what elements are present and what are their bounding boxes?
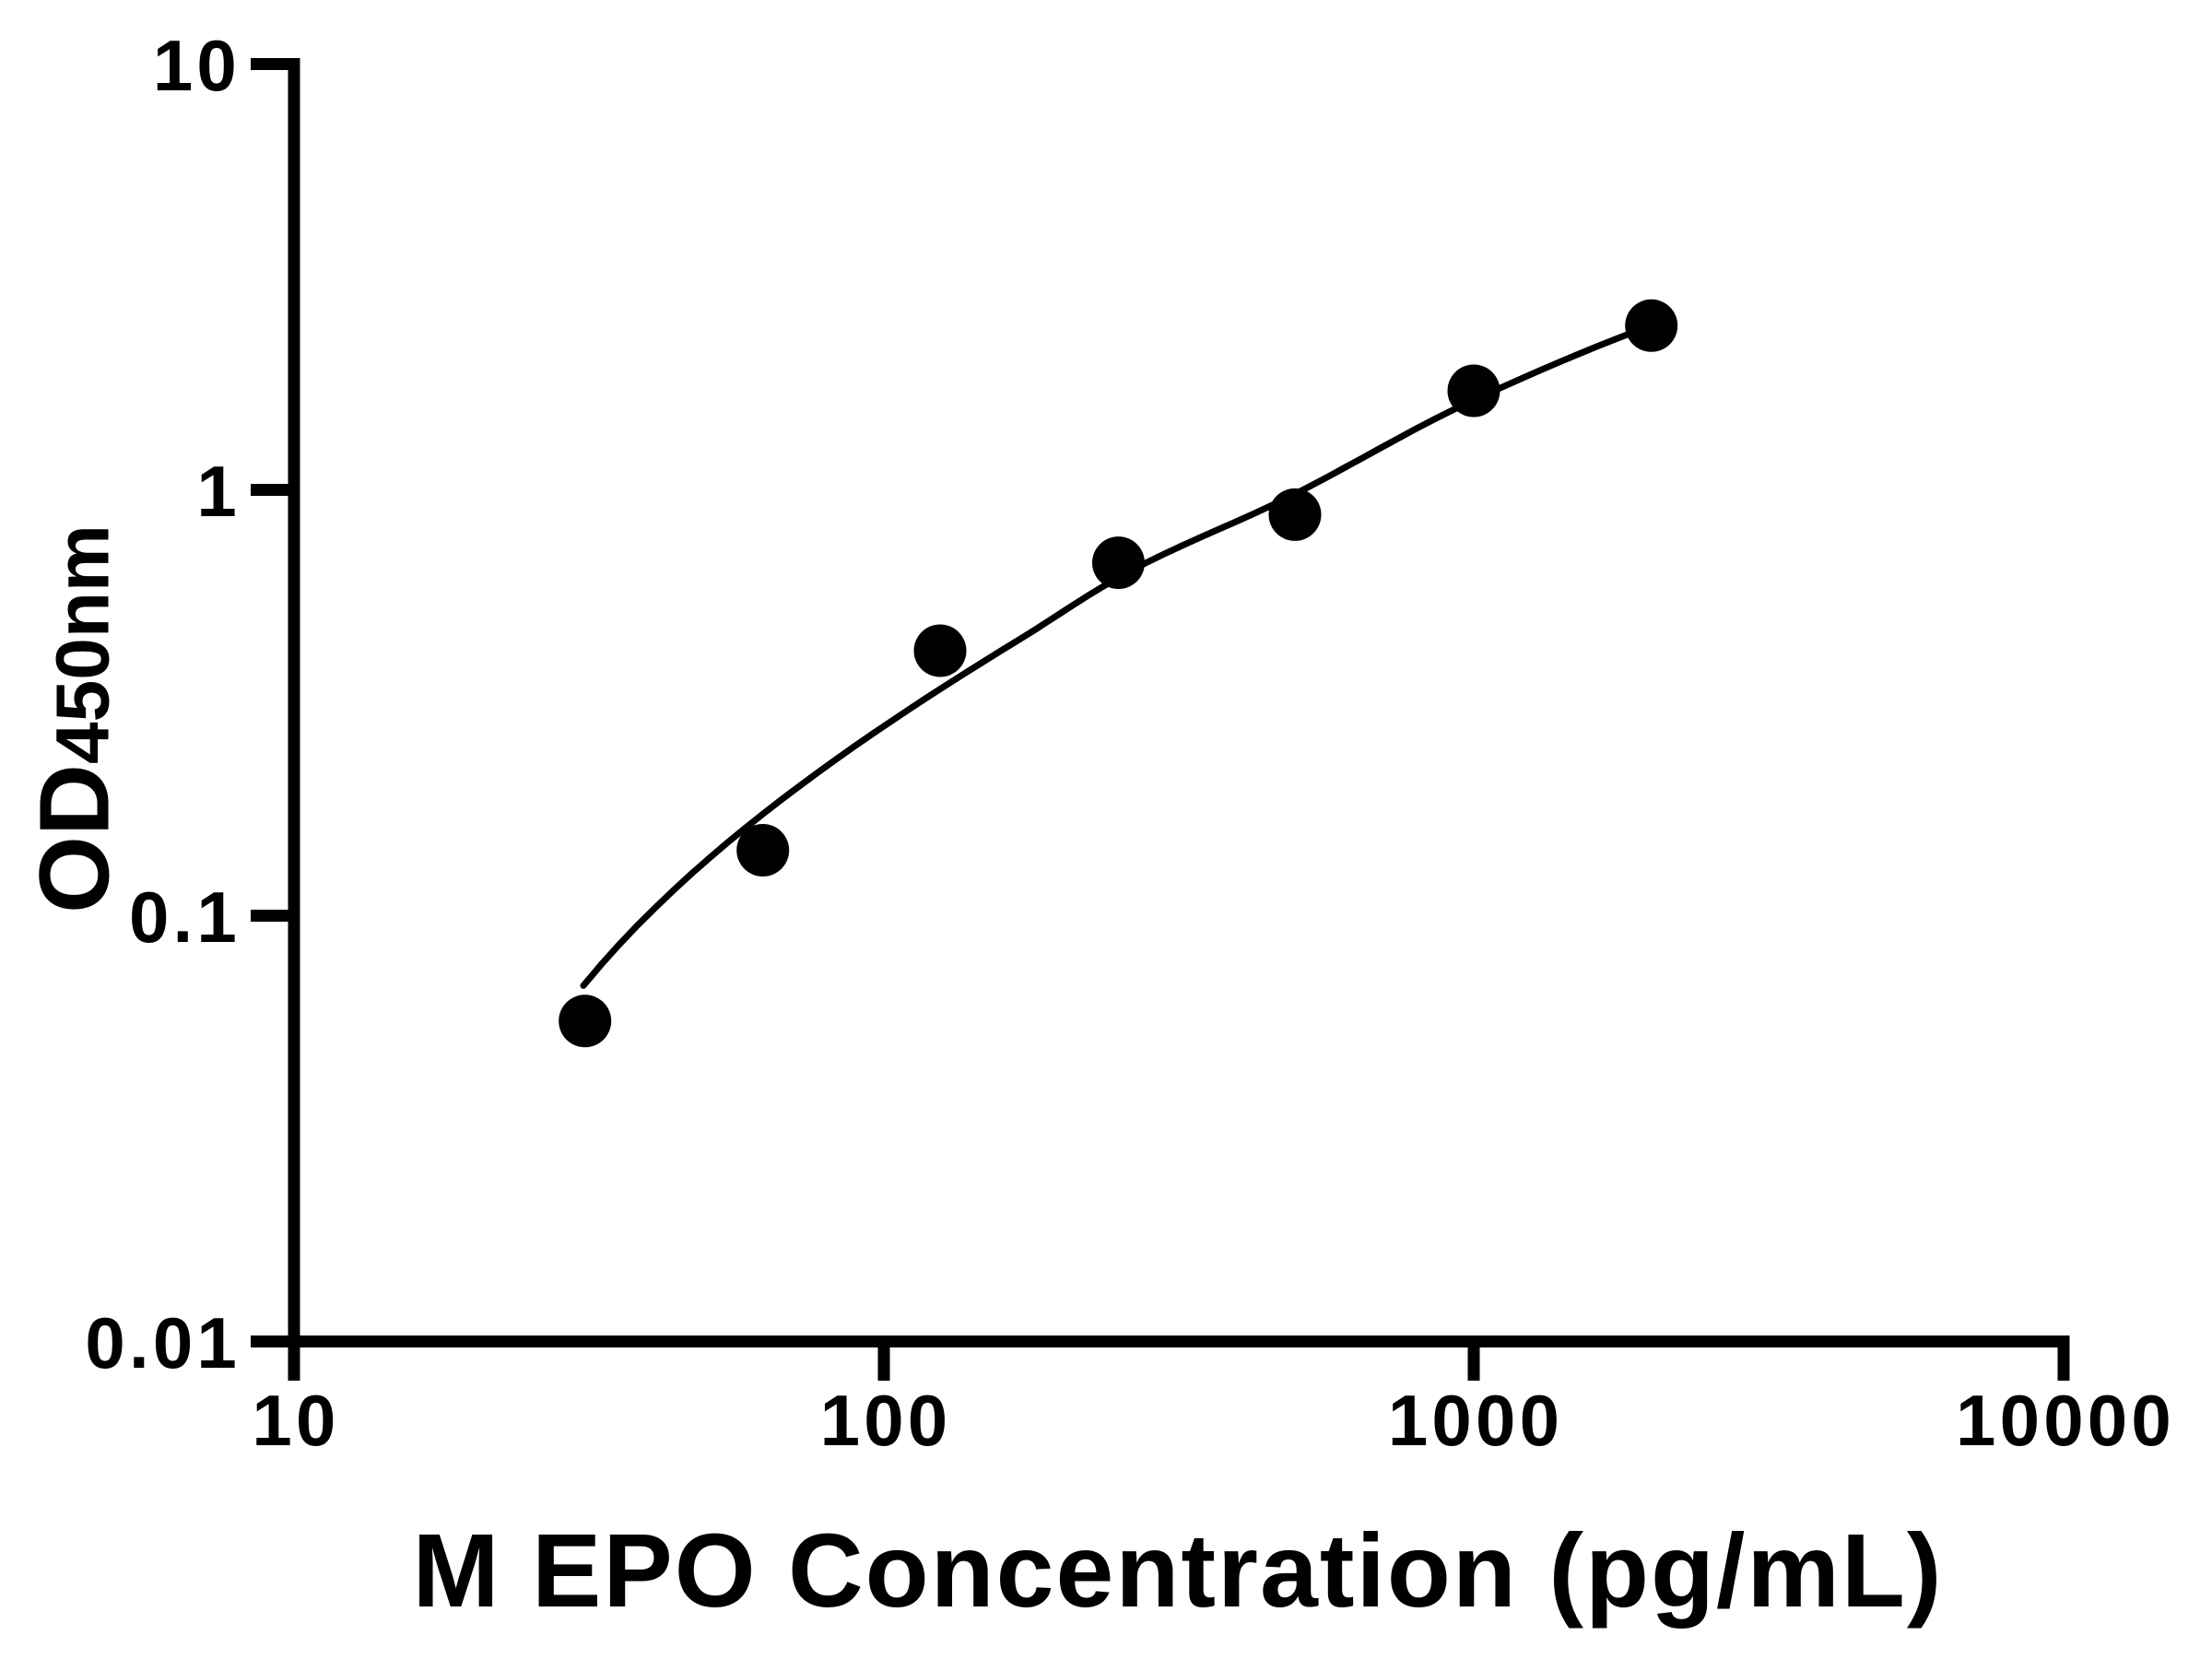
- svg-text:0.1: 0.1: [129, 877, 241, 958]
- svg-text:0.01: 0.01: [85, 1302, 241, 1383]
- svg-text:10: 10: [252, 1380, 339, 1461]
- svg-text:10000: 10000: [1956, 1380, 2175, 1461]
- svg-text:10: 10: [153, 25, 241, 106]
- svg-text:1: 1: [196, 451, 241, 532]
- svg-text:100: 100: [820, 1380, 952, 1461]
- svg-text:1000: 1000: [1388, 1380, 1563, 1461]
- svg-text:M EPO Concentration (pg/mL): M EPO Concentration (pg/mL): [412, 1512, 1943, 1629]
